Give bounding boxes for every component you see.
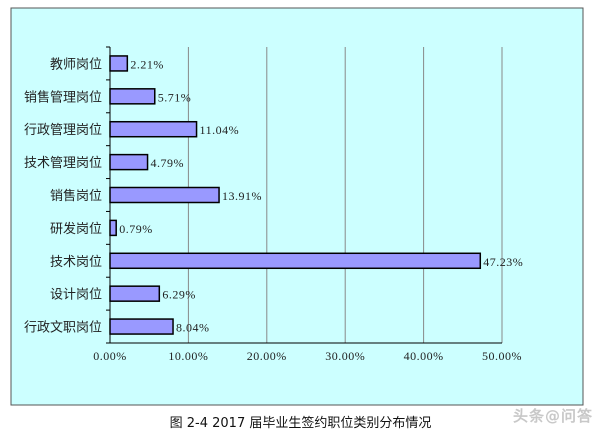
data-label: 11.04% bbox=[200, 123, 240, 137]
category-label: 销售岗位 bbox=[50, 188, 102, 204]
category-label: 行政管理岗位 bbox=[24, 123, 102, 138]
bar-chart: 0.00% 10.00% 20.00% 30.00% 40.00% 50.00% 教师岗位 2… bbox=[10, 7, 584, 406]
bar bbox=[109, 318, 174, 335]
bar bbox=[109, 88, 156, 105]
label-layer: 0.00% 10.00% 20.00% 30.00% 40.00% 50.00% 教师岗位 2… bbox=[24, 56, 523, 363]
category-label: 技术管理岗位 bbox=[24, 156, 102, 171]
data-label: 13.91% bbox=[222, 189, 262, 203]
data-label: 0.79% bbox=[119, 222, 153, 236]
data-label: 4.79% bbox=[151, 156, 185, 170]
category-label: 教师岗位 bbox=[50, 56, 102, 72]
x-tick-label: 20.00% bbox=[247, 349, 287, 363]
x-tick-label: 30.00% bbox=[325, 349, 365, 363]
bar bbox=[109, 55, 129, 72]
category-label: 设计岗位 bbox=[50, 288, 102, 303]
bar bbox=[109, 120, 198, 138]
x-tick-label: 50.00% bbox=[482, 349, 522, 363]
data-label: 47.23% bbox=[483, 255, 523, 269]
chart-area-background bbox=[10, 7, 584, 406]
data-label: 6.29% bbox=[162, 288, 196, 302]
category-label: 研发岗位 bbox=[50, 221, 102, 237]
x-tick-label: 40.00% bbox=[404, 349, 444, 363]
bar bbox=[109, 285, 161, 302]
watermark: 头条@问答 bbox=[512, 407, 593, 425]
data-label: 8.04% bbox=[176, 321, 210, 335]
bar bbox=[109, 186, 220, 204]
bar bbox=[109, 219, 117, 237]
figure-caption: 图 2-4 2017 届毕业生签约职位类别分布情况 bbox=[169, 416, 432, 431]
data-label: 5.71% bbox=[158, 90, 192, 104]
category-label: 销售管理岗位 bbox=[24, 89, 102, 105]
bar bbox=[109, 153, 149, 171]
x-tick-label: 10.00% bbox=[168, 349, 208, 363]
category-label: 行政文职岗位 bbox=[24, 321, 102, 336]
category-label: 技术岗位 bbox=[50, 255, 102, 270]
bar bbox=[109, 252, 482, 270]
data-label: 2.21% bbox=[130, 57, 164, 71]
x-tick-label: 0.00% bbox=[93, 349, 127, 363]
bar-layer bbox=[109, 55, 482, 335]
